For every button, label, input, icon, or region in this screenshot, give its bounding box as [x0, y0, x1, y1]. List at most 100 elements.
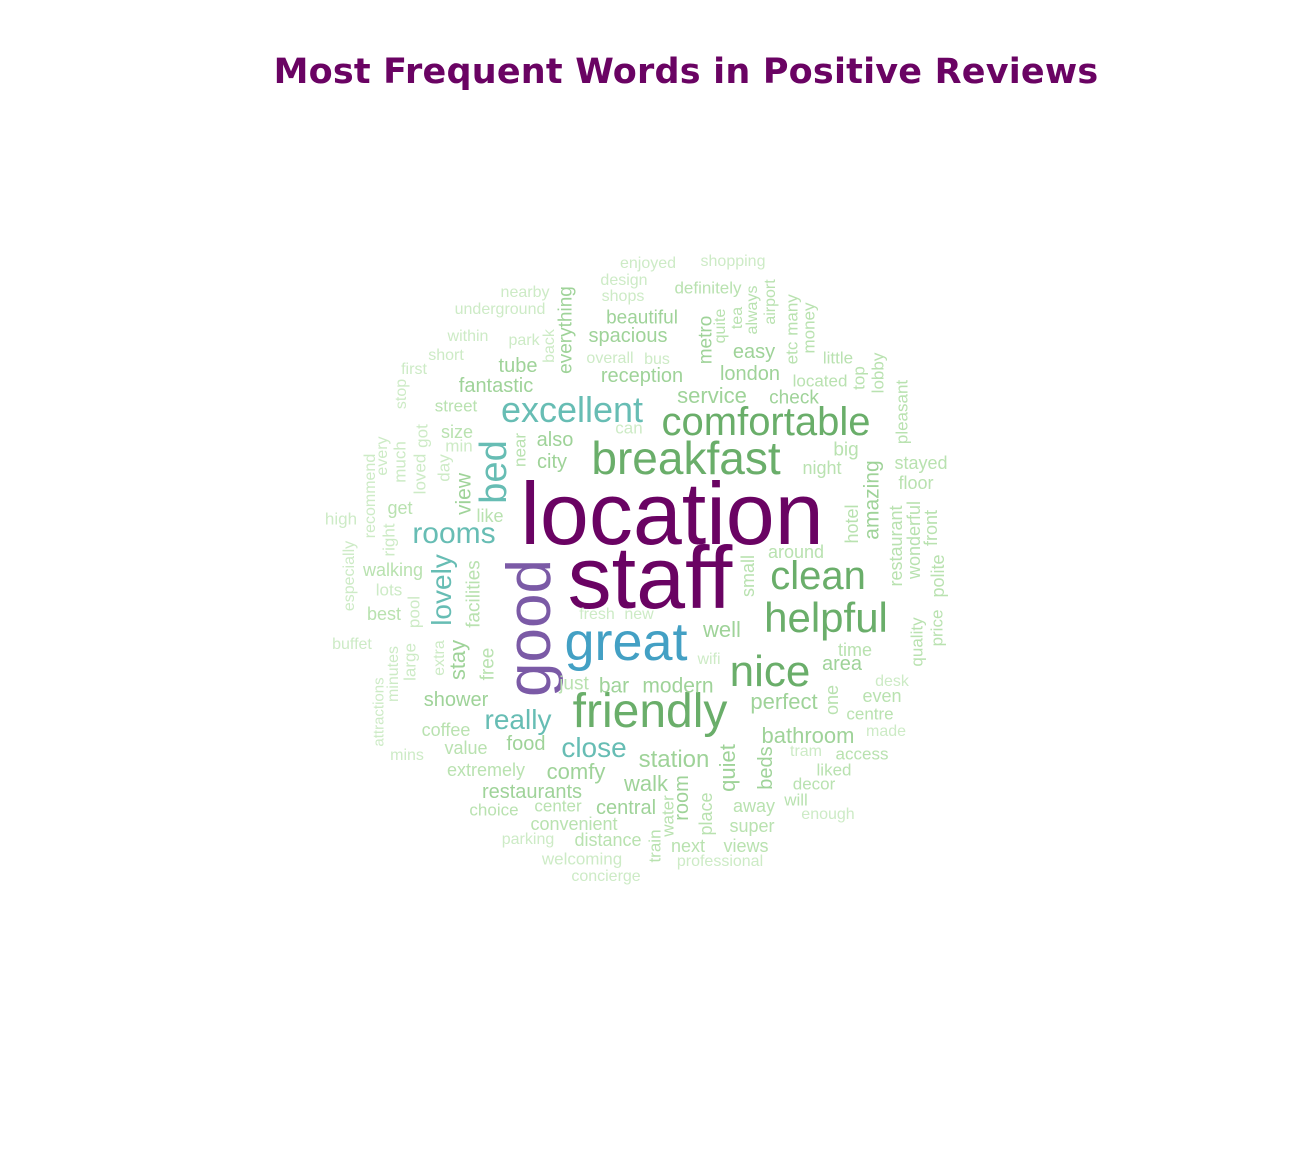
word-top: top [849, 366, 869, 390]
word-airport: airport [762, 279, 779, 325]
word-little: little [822, 348, 854, 368]
word-stay: stay [445, 639, 470, 681]
word-bus: bus [644, 351, 670, 368]
word-city: city [537, 451, 567, 473]
word-lots: lots [375, 580, 403, 600]
word-quality: quality [907, 617, 927, 667]
word-bed: bed [473, 440, 515, 504]
word-bar: bar [598, 674, 630, 698]
word-free: free [477, 647, 499, 681]
word-comfy: comfy [546, 759, 606, 784]
word-super: super [729, 816, 775, 836]
word-price: price [927, 609, 947, 647]
word-train: train [645, 829, 665, 863]
word-night: night [802, 458, 842, 478]
word-like: like [476, 506, 504, 526]
word-also: also [536, 429, 574, 451]
chart-title: Most Frequent Words in Positive Reviews [273, 52, 1099, 92]
word-professional: professional [676, 853, 764, 870]
word-choice: choice [469, 800, 519, 820]
word-big: big [833, 439, 859, 461]
word-place: place [696, 792, 716, 836]
word-mins: mins [390, 747, 424, 764]
word-right: right [379, 523, 399, 557]
word-shopping: shopping [700, 253, 766, 270]
word-facilities: facilities [463, 560, 485, 628]
word-one: one [822, 684, 842, 716]
word-easy: easy [732, 341, 776, 363]
word-high: high [324, 509, 358, 529]
word-floor: floor [898, 473, 934, 493]
word-just: just [559, 673, 589, 695]
word-restaurant: restaurant [886, 505, 906, 587]
word-etc: etc [782, 341, 802, 365]
word-liked: liked [816, 760, 852, 780]
word-central: central [595, 797, 657, 819]
word-new: new [624, 606, 654, 623]
word-area: area [821, 653, 863, 675]
word-quiet: quiet [715, 744, 740, 792]
word-can: can [615, 418, 643, 438]
word-min: min [445, 436, 473, 456]
word-minutes: minutes [385, 645, 402, 703]
word-fantastic: fantastic [458, 375, 534, 397]
word-attractions: attractions [370, 677, 388, 747]
word-within: within [447, 328, 489, 345]
word-quite: quite [712, 308, 729, 344]
word-pool: pool [404, 595, 424, 629]
word-walk: walk [623, 771, 669, 796]
word-front: front [921, 509, 941, 547]
word-many: many [782, 294, 802, 336]
word-value: value [444, 738, 488, 758]
word-desk: desk [875, 673, 909, 690]
word-tea: tea [729, 306, 746, 330]
word-parking: parking [501, 831, 555, 848]
word-centre: centre [846, 704, 894, 724]
word-near: near [510, 432, 530, 468]
word-much: much [390, 441, 410, 483]
word-reception: reception [600, 365, 684, 387]
word-comfortable: comfortable [661, 400, 871, 444]
word-even: even [862, 686, 902, 706]
word-time: time [837, 640, 873, 660]
word-convenient: convenient [530, 814, 618, 834]
word-park: park [508, 332, 540, 349]
word-next: next [670, 836, 706, 856]
word-buffet: buffet [332, 636, 372, 653]
word-money: money [799, 302, 819, 354]
word-tube: tube [498, 355, 538, 377]
word-pleasant: pleasant [892, 379, 912, 445]
word-really: really [484, 704, 552, 735]
word-wifi: wifi [697, 651, 721, 668]
word-best: best [366, 604, 402, 624]
word-day: day [434, 454, 454, 482]
word-around: around [767, 542, 825, 562]
word-breakfast: breakfast [591, 432, 781, 484]
word-stop: stop [393, 378, 410, 410]
word-perfect: perfect [750, 689, 818, 714]
word-overall: overall [586, 350, 634, 367]
word-stayed: stayed [894, 453, 948, 473]
word-beautiful: beautiful [606, 307, 678, 329]
word-size: size [440, 422, 474, 442]
word-especially: especially [341, 540, 358, 612]
word-excellent: excellent [500, 389, 644, 430]
word-will: will [784, 790, 808, 810]
word-large: large [400, 643, 420, 681]
word-view: view [452, 472, 476, 516]
word-away: away [732, 796, 776, 816]
word-beds: beds [755, 746, 777, 790]
word-location: location [520, 464, 824, 563]
word-fresh: fresh [579, 606, 615, 623]
word-staff: staff [567, 528, 733, 627]
word-food: food [506, 733, 546, 755]
word-made: made [865, 723, 907, 740]
word-hotel: hotel [842, 504, 862, 544]
word-short: short [428, 347, 464, 364]
word-lobby: lobby [868, 352, 888, 394]
word-polite: polite [928, 554, 948, 598]
word-shower: shower [423, 689, 489, 711]
word-station: station [638, 746, 710, 773]
word-loved: loved [410, 453, 430, 495]
